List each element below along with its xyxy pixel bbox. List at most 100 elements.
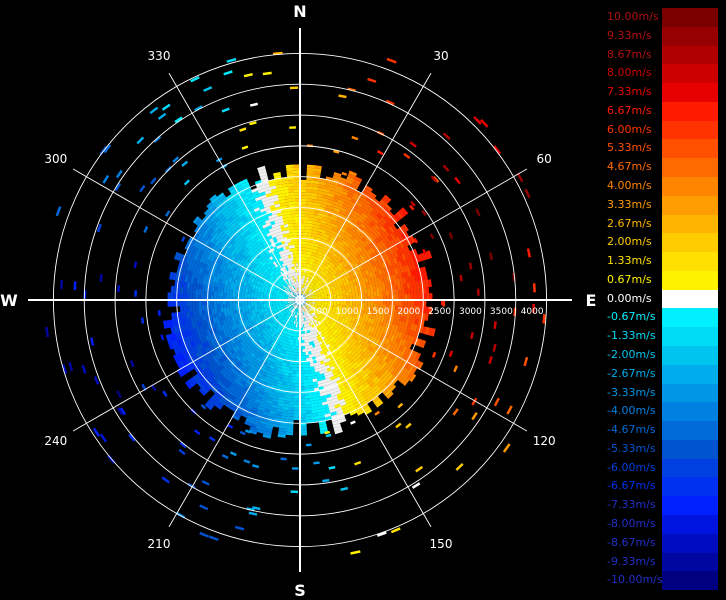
velocity-cell xyxy=(271,311,276,314)
velocity-cell xyxy=(250,302,254,306)
velocity-cell xyxy=(259,330,264,336)
velocity-cell xyxy=(422,248,427,255)
velocity-cell xyxy=(282,292,286,295)
velocity-cell xyxy=(204,402,213,411)
velocity-cell xyxy=(423,300,427,308)
velocity-cell xyxy=(210,395,219,403)
velocity-cell xyxy=(229,218,237,225)
velocity-cell xyxy=(331,278,335,282)
velocity-cell xyxy=(279,234,284,239)
velocity-cell xyxy=(139,184,146,193)
velocity-cell xyxy=(382,337,388,344)
velocity-cell xyxy=(306,235,311,240)
velocity-cell xyxy=(305,295,309,298)
velocity-cell xyxy=(304,304,307,307)
velocity-cell xyxy=(119,407,127,416)
velocity-cell xyxy=(227,424,234,429)
velocity-cell xyxy=(250,304,255,308)
velocity-cell xyxy=(281,352,286,357)
velocity-cell xyxy=(368,236,375,243)
velocity-cell xyxy=(225,318,230,324)
velocity-cell xyxy=(212,384,220,392)
velocity-cell xyxy=(255,209,262,215)
velocity-cell xyxy=(200,320,205,327)
velocity-cell xyxy=(404,305,408,312)
velocity-cell xyxy=(289,284,292,288)
velocity-cell xyxy=(299,429,307,433)
velocity-cell xyxy=(352,232,359,239)
velocity-cell xyxy=(305,307,308,311)
velocity-cell xyxy=(371,323,377,330)
velocity-cell xyxy=(367,292,371,297)
velocity-cell xyxy=(384,261,390,268)
velocity-cell xyxy=(176,266,182,275)
velocity-cell xyxy=(284,272,288,276)
velocity-cell xyxy=(185,335,191,344)
velocity-cell xyxy=(291,295,295,298)
velocity-cell xyxy=(371,239,378,246)
velocity-cell xyxy=(254,398,262,404)
velocity-cell xyxy=(343,396,351,402)
velocity-cell xyxy=(225,379,233,387)
velocity-cell xyxy=(199,370,207,378)
velocity-cell xyxy=(288,307,291,311)
velocity-cell xyxy=(312,265,316,270)
velocity-cell xyxy=(280,313,284,317)
velocity-cell xyxy=(178,344,185,353)
velocity-cell xyxy=(308,341,312,346)
velocity-cell xyxy=(223,303,227,309)
velocity-cell xyxy=(339,176,347,183)
velocity-cell xyxy=(371,354,378,361)
velocity-cell xyxy=(291,216,297,221)
velocity-cell xyxy=(287,376,292,380)
velocity-cell xyxy=(289,126,296,129)
velocity-cell xyxy=(393,370,400,379)
velocity-cell xyxy=(212,238,218,245)
velocity-cell xyxy=(207,259,213,266)
velocity-cell xyxy=(416,325,421,333)
velocity-cell xyxy=(221,278,226,284)
velocity-cell xyxy=(201,268,207,275)
velocity-cell xyxy=(317,187,325,192)
velocity-cell xyxy=(318,302,322,305)
velocity-cell xyxy=(302,250,306,254)
velocity-cell xyxy=(391,304,396,311)
velocity-cell xyxy=(412,248,419,257)
velocity-cell xyxy=(306,254,310,258)
velocity-cell xyxy=(383,266,389,273)
velocity-cell xyxy=(269,259,273,265)
velocity-cell xyxy=(342,201,350,207)
velocity-cell xyxy=(307,288,311,291)
velocity-cell xyxy=(242,311,247,316)
velocity-cell xyxy=(294,395,300,399)
velocity-cell xyxy=(245,189,253,196)
velocity-cell xyxy=(169,271,174,280)
velocity-cell xyxy=(314,393,321,398)
velocity-cell xyxy=(268,393,275,399)
velocity-cell xyxy=(357,233,364,240)
velocity-cell xyxy=(275,271,279,275)
velocity-cell xyxy=(332,280,336,284)
velocity-cell xyxy=(313,284,317,288)
velocity-cell xyxy=(329,186,337,192)
velocity-cell xyxy=(265,373,272,378)
velocity-cell xyxy=(404,238,411,246)
velocity-cell xyxy=(274,392,281,397)
velocity-cell xyxy=(370,327,375,333)
velocity-cell xyxy=(376,300,381,305)
velocity-cell xyxy=(339,321,344,325)
velocity-cell xyxy=(214,359,221,366)
velocity-cell xyxy=(206,234,214,242)
velocity-cell xyxy=(279,328,283,332)
velocity-cell xyxy=(290,292,293,295)
velocity-cell xyxy=(275,235,281,240)
velocity-cell xyxy=(286,379,292,383)
velocity-cell xyxy=(333,221,340,226)
velocity-cell xyxy=(292,317,295,321)
velocity-cell xyxy=(280,335,284,340)
velocity-cell xyxy=(260,177,269,183)
velocity-cell xyxy=(229,303,233,308)
velocity-cell xyxy=(387,259,393,267)
velocity-cell xyxy=(271,326,276,330)
velocity-cell xyxy=(190,361,197,369)
